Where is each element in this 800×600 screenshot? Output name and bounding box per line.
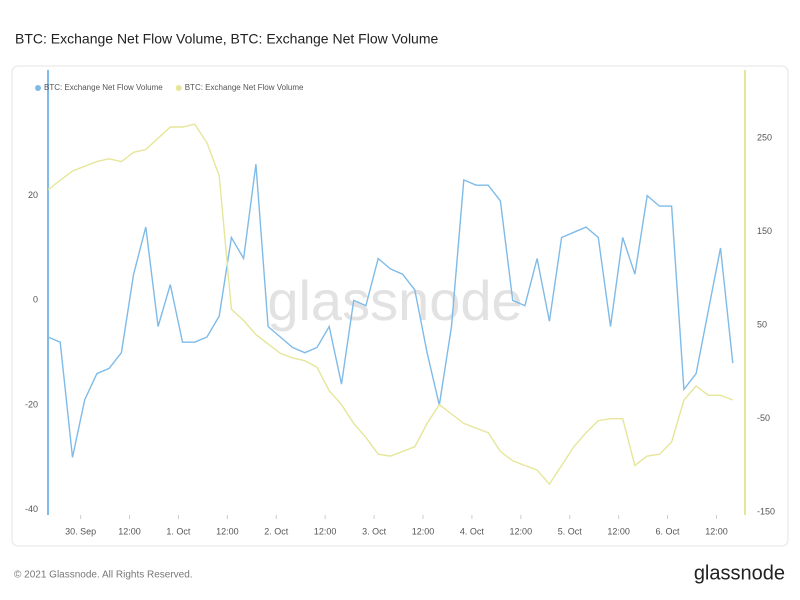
y2-tick-label: 250 bbox=[757, 133, 772, 143]
series-line bbox=[47, 123, 734, 486]
x-tick-label: 3. Oct bbox=[362, 526, 387, 536]
x-tick-label: 12:00 bbox=[314, 526, 337, 536]
x-tick-label: 2. Oct bbox=[264, 526, 289, 536]
chart-title: BTC: Exchange Net Flow Volume, BTC: Exch… bbox=[15, 31, 439, 47]
y2-tick-label: -50 bbox=[757, 413, 770, 423]
x-tick-label: 12:00 bbox=[412, 526, 435, 536]
legend-label: BTC: Exchange Net Flow Volume bbox=[185, 83, 304, 92]
logo: glassnode bbox=[694, 562, 785, 584]
x-tick-label: 12:00 bbox=[118, 526, 141, 536]
x-tick-label: 12:00 bbox=[705, 526, 728, 536]
y2-tick-label: 150 bbox=[757, 226, 772, 236]
y2-tick-label: -150 bbox=[757, 507, 775, 517]
x-tick-label: 12:00 bbox=[216, 526, 239, 536]
x-tick-label: 30. Sep bbox=[65, 526, 96, 536]
x-tick-label: 6. Oct bbox=[656, 526, 681, 536]
y-tick-label: 0 bbox=[33, 295, 38, 305]
x-tick-label: 1. Oct bbox=[166, 526, 191, 536]
x-tick-label: 12:00 bbox=[510, 526, 533, 536]
y-tick-label: -40 bbox=[25, 504, 38, 514]
x-tick-label: 5. Oct bbox=[558, 526, 583, 536]
y-tick-label: 20 bbox=[28, 190, 38, 200]
y2-tick-label: 50 bbox=[757, 320, 767, 330]
series-line bbox=[47, 164, 734, 458]
watermark: glassnode bbox=[267, 269, 522, 332]
panel bbox=[11, 65, 789, 547]
x-tick-label: 12:00 bbox=[607, 526, 630, 536]
legend-marker bbox=[175, 85, 182, 91]
footer: © 2021 Glassnode. All Rights Reserved. bbox=[14, 570, 193, 581]
legend-label: BTC: Exchange Net Flow Volume bbox=[44, 83, 163, 92]
x-tick-label: 4. Oct bbox=[460, 526, 485, 536]
y-tick-label: -20 bbox=[25, 399, 38, 409]
legend-marker bbox=[35, 85, 41, 91]
